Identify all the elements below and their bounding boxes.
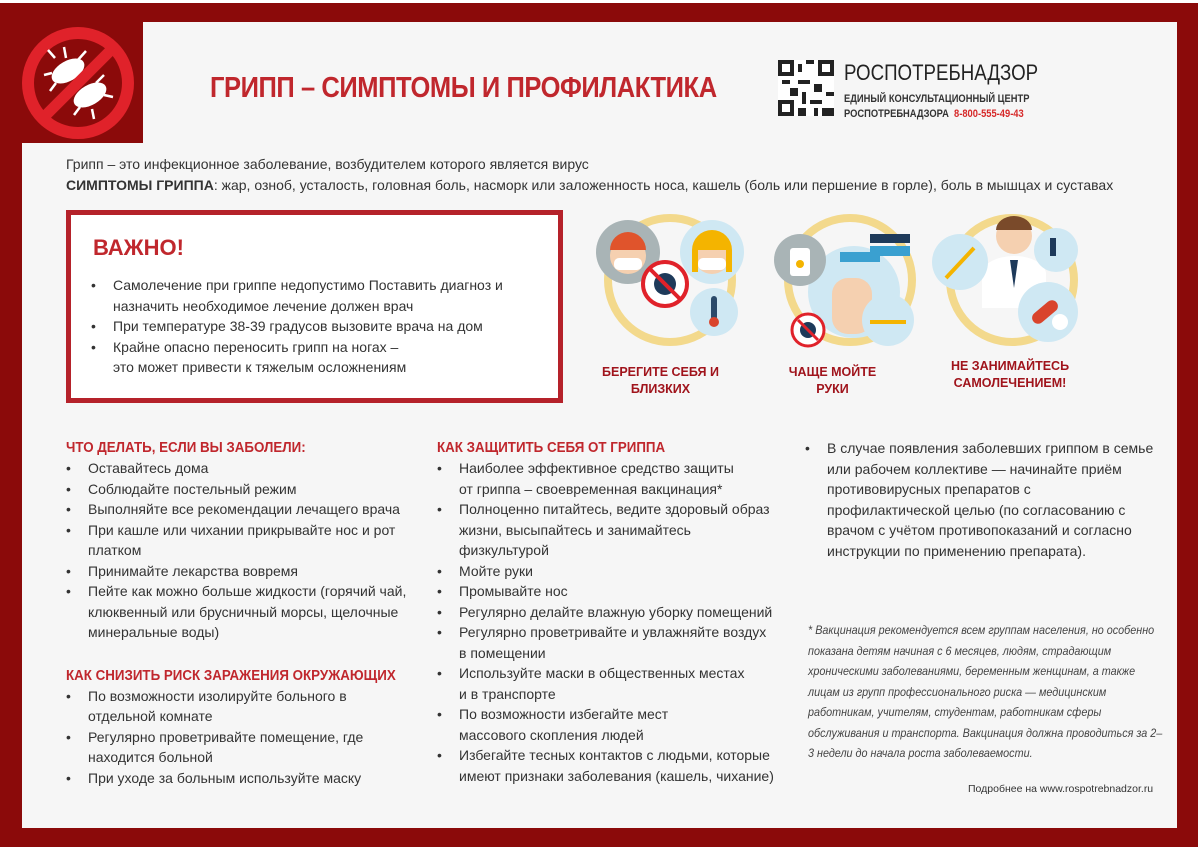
doctor-icon bbox=[932, 214, 1078, 346]
column-protect: КАК ЗАЩИТИТЬ СЕБЯ ОТ ГРИППА Наиболее эфф… bbox=[437, 438, 787, 786]
illustrations bbox=[590, 212, 1110, 357]
vaccination-footnote: * Вакцинация рекомендуется всем группам … bbox=[808, 623, 1163, 760]
column-family: В случае появления заболевших гриппом в … bbox=[805, 438, 1165, 561]
intro-line: Грипп – это инфекционное заболевание, во… bbox=[66, 156, 589, 172]
important-box: ВАЖНО! Самолечение при гриппе недопустим… bbox=[66, 210, 563, 403]
list-item: При уходе за больным используйте маску bbox=[66, 768, 416, 789]
risk-list: По возможности изолируйте больного в отд… bbox=[66, 686, 416, 789]
family-list: В случае появления заболевших гриппом в … bbox=[805, 438, 1165, 561]
list-item: При кашле или чихании прикрывайте нос и … bbox=[66, 520, 406, 561]
list-item: Полноценно питайтесь, ведите здоровый об… bbox=[437, 499, 782, 561]
family-masks-icon bbox=[596, 214, 744, 346]
section-title: КАК ЗАЩИТИТЬ СЕБЯ ОТ ГРИППА bbox=[437, 440, 666, 456]
page-title: ГРИПП – СИМПТОМЫ И ПРОФИЛАКТИКА bbox=[210, 72, 717, 104]
column-sick: ЧТО ДЕЛАТЬ, ЕСЛИ ВЫ ЗАБОЛЕЛИ: Оставайтес… bbox=[66, 438, 416, 788]
list-item: Регулярно делайте влажную уборку помещен… bbox=[437, 602, 787, 623]
org-line2: РОСПОТРЕБНАДЗОРА bbox=[844, 108, 949, 120]
org-line1: ЕДИНЫЙ КОНСУЛЬТАЦИОННЫЙ ЦЕНТР bbox=[844, 93, 1030, 105]
org-name: РОСПОТРЕБНАДЗОР bbox=[844, 60, 1039, 85]
hand-washing-icon bbox=[774, 214, 916, 348]
list-item: Соблюдайте постельный режим bbox=[66, 479, 416, 500]
caption-no-self-treatment: НЕ ЗАНИМАЙТЕСЬ САМОЛЕЧЕНИЕМ! bbox=[950, 359, 1070, 390]
caption-protect-family: БЕРЕГИТЕ СЕБЯ И БЛИЗКИХ bbox=[602, 365, 719, 396]
more-info-link[interactable]: Подробнее на www.rospotrebnadzor.ru bbox=[968, 783, 1154, 795]
section-title: ЧТО ДЕЛАТЬ, ЕСЛИ ВЫ ЗАБОЛЕЛИ: bbox=[66, 440, 306, 456]
section-title: КАК СНИЗИТЬ РИСК ЗАРАЖЕНИЯ ОКРУЖАЮЩИХ bbox=[66, 667, 396, 684]
important-list: Самолечение при гриппе недопустимо Поста… bbox=[91, 275, 561, 378]
qr-code-icon bbox=[778, 60, 834, 116]
intro: Грипп – это инфекционное заболевание, во… bbox=[66, 154, 1113, 196]
list-item: Регулярно проветривайте и увлажняйте воз… bbox=[437, 622, 777, 663]
list-item: Избегайте тесных контактов с людьми, кот… bbox=[437, 745, 787, 786]
list-item: Промывайте нос bbox=[437, 581, 787, 602]
org-subtitle: ЕДИНЫЙ КОНСУЛЬТАЦИОННЫЙ ЦЕНТР РОСПОТРЕБН… bbox=[844, 92, 1029, 122]
list-item: При температуре 38-39 градусов вызовите … bbox=[91, 316, 561, 337]
list-item: Крайне опасно переносить грипп на ногах … bbox=[91, 337, 421, 378]
protect-list: Наиболее эффективное средство защиты от … bbox=[437, 458, 787, 786]
list-item: Регулярно проветривайте помещение, где н… bbox=[66, 727, 366, 768]
symptoms-label: СИМПТОМЫ ГРИППА bbox=[66, 177, 214, 193]
caption-wash-hands: ЧАЩЕ МОЙТЕ РУКИ bbox=[788, 365, 877, 396]
list-item: По возможности избегайте мест массового … bbox=[437, 704, 737, 745]
list-item: Наиболее эффективное средство защиты от … bbox=[437, 458, 737, 499]
no-virus-icon bbox=[0, 3, 143, 143]
list-item: Самолечение при гриппе недопустимо Поста… bbox=[91, 275, 531, 316]
important-title: ВАЖНО! bbox=[93, 235, 184, 260]
sick-list: Оставайтесь дома Соблюдайте постельный р… bbox=[66, 458, 416, 643]
list-item: Используйте маски в общественных местах … bbox=[437, 663, 747, 704]
list-item: По возможности изолируйте больного в отд… bbox=[66, 686, 366, 727]
list-item: Мойте руки bbox=[437, 561, 787, 582]
phone-number[interactable]: 8-800-555-49-43 bbox=[954, 108, 1024, 120]
list-item: Выполняйте все рекомендации лечащего вра… bbox=[66, 499, 416, 520]
list-item: Пейте как можно больше жидкости (горячий… bbox=[66, 581, 416, 643]
list-item: В случае появления заболевших гриппом в … bbox=[805, 438, 1157, 561]
list-item: Принимайте лекарства вовремя bbox=[66, 561, 416, 582]
list-item: Оставайтесь дома bbox=[66, 458, 416, 479]
symptoms-text: : жар, озноб, усталость, головная боль, … bbox=[213, 177, 1114, 193]
